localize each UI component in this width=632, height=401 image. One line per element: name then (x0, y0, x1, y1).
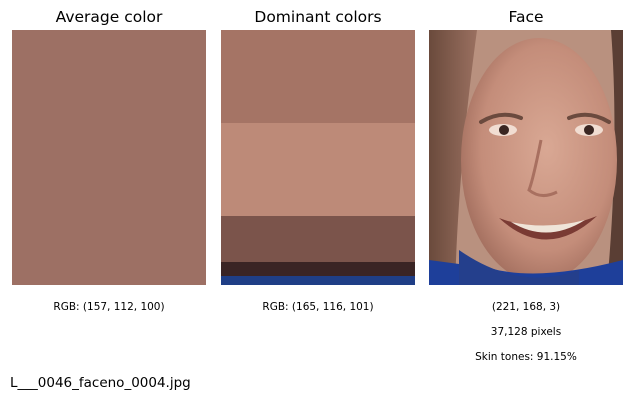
face-skin-tones-caption: Skin tones: 91.15% (475, 351, 577, 363)
dominant-color-band (221, 262, 415, 277)
dominant-colors-caption: RGB: (165, 116, 101) (262, 301, 374, 313)
dominant-color-band (221, 276, 415, 286)
face-image (429, 30, 623, 285)
face-pixels-caption: 37,128 pixels (490, 326, 562, 338)
dominant-colors-swatch (221, 30, 415, 286)
dominant-colors-title: Dominant colors (254, 8, 382, 26)
dominant-color-band (221, 30, 415, 124)
face-title: Face (508, 8, 544, 26)
dominant-color-band (221, 123, 415, 217)
face-rgb-caption: (221, 168, 3) (491, 301, 561, 313)
average-color-title: Average color (55, 8, 163, 26)
image-filename: L___0046_faceno_0004.jpg (10, 375, 191, 391)
average-color-caption: RGB: (157, 112, 100) (53, 301, 165, 313)
average-color-swatch (12, 30, 206, 285)
dominant-color-band (221, 216, 415, 263)
